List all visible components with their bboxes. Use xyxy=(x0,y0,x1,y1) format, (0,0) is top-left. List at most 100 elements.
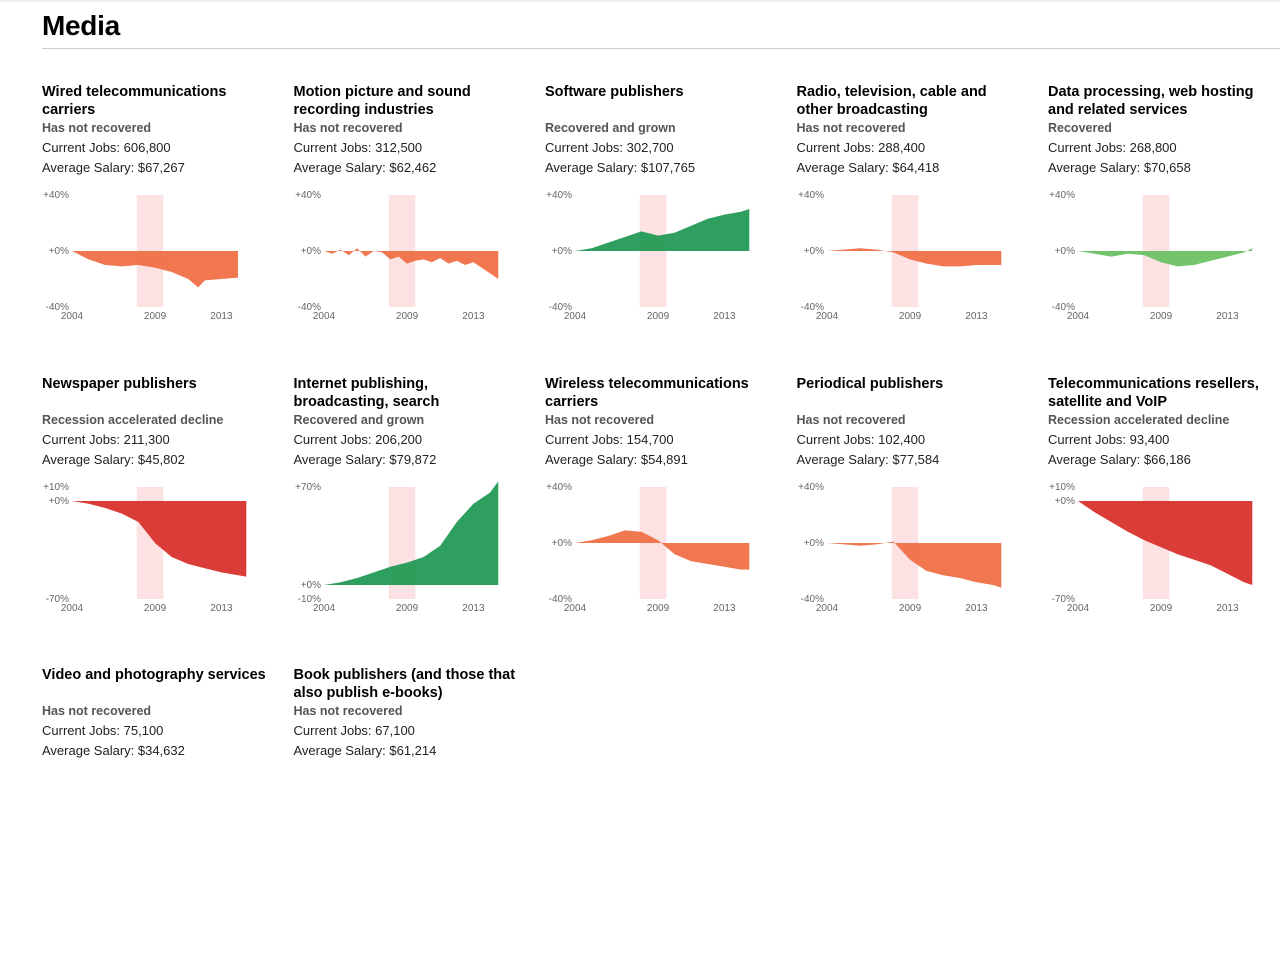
x-tick-label: 2013 xyxy=(713,311,736,322)
y-tick-label: +0% xyxy=(300,246,320,257)
industry-title: Internet publishing, broadcasting, searc… xyxy=(293,375,440,410)
employment-change-chart: +40% +0% -40%2004 2009 2013 xyxy=(1049,190,1253,322)
series-area xyxy=(323,480,498,585)
average-salary: Average Salary: $70,658 xyxy=(1048,160,1191,175)
current-jobs: Current Jobs: 93,400 xyxy=(1048,431,1170,447)
recovery-status: Has not recovered xyxy=(42,704,152,718)
current-jobs: Current Jobs: 206,200 xyxy=(293,431,423,447)
y-tick-label: +40% xyxy=(295,190,321,201)
x-tick-label: 2009 xyxy=(647,603,670,614)
y-tick-label: -70% xyxy=(1052,594,1075,605)
employment-change-chart: +40% +0% -40%2004 2009 2013 xyxy=(295,190,498,322)
current-jobs: Current Jobs: 211,300 xyxy=(42,431,170,447)
current-jobs: Current Jobs: 288,400 xyxy=(796,140,926,155)
top-edge-shadow xyxy=(0,0,1280,3)
title-divider xyxy=(42,48,1280,49)
industry-title: Data processing, web hosting and related… xyxy=(1048,84,1254,118)
y-tick-label: +70% xyxy=(295,482,321,493)
employment-change-chart: +70% +0% -10%2004 2009 2013 xyxy=(295,480,498,614)
x-tick-label: 2013 xyxy=(462,603,485,614)
average-salary: Average Salary: $66,186 xyxy=(1048,451,1191,467)
y-tick-label: +40% xyxy=(43,190,69,201)
industry-card: Newspaper publishers Recession accelerate… xyxy=(42,375,267,665)
y-tick-label: +0% xyxy=(1055,496,1075,507)
y-tick-label: +40% xyxy=(546,190,572,201)
recovery-status: Recovered and grown xyxy=(545,121,676,135)
average-salary: Average Salary: $34,632 xyxy=(42,743,185,758)
employment-change-chart: +10% +0% -70%2004 2009 2013 xyxy=(1049,482,1253,614)
employment-change-chart: +40% +0% -40%2004 2009 2013 xyxy=(546,482,750,614)
x-tick-label: 2013 xyxy=(1216,603,1239,614)
x-tick-label: 2009 xyxy=(898,603,921,614)
series-area xyxy=(826,248,1001,267)
average-salary: Average Salary: $62,462 xyxy=(293,160,437,175)
y-tick-label: -40% xyxy=(800,594,823,605)
y-tick-label: -40% xyxy=(549,594,572,605)
series-area xyxy=(323,248,498,279)
x-tick-label: 2009 xyxy=(1150,311,1173,322)
current-jobs: Current Jobs: 102,400 xyxy=(796,431,926,447)
industry-card: Telecommunications resellers, satellite … xyxy=(1048,375,1273,665)
average-salary: Average Salary: $77,584 xyxy=(796,451,940,467)
x-tick-label: 2009 xyxy=(144,311,167,322)
y-tick-label: +0% xyxy=(552,538,572,549)
y-tick-label: +0% xyxy=(552,246,572,257)
industry-card: Periodical publishers Has not recovered Cu… xyxy=(797,375,1022,665)
industry-card: Wireless telecommunications carriers Has … xyxy=(545,375,770,665)
current-jobs: Current Jobs: 67,100 xyxy=(293,723,415,738)
employment-change-chart: +10% +0% -70%2004 2009 2013 xyxy=(43,482,247,614)
x-tick-label: 2004 xyxy=(61,311,84,322)
industry-title: Newspaper publishers xyxy=(42,375,197,392)
y-tick-label: +0% xyxy=(1055,246,1075,257)
employment-change-chart: +40% +0% -40%2004 2009 2013 xyxy=(798,190,1001,322)
series-area xyxy=(826,541,1001,588)
y-tick-label: -40% xyxy=(549,302,572,313)
y-tick-label: +10% xyxy=(1049,482,1075,493)
average-salary: Average Salary: $67,267 xyxy=(42,160,185,175)
page-title: Media xyxy=(42,10,120,41)
recovery-status: Has not recovered xyxy=(293,704,403,718)
current-jobs: Current Jobs: 75,100 xyxy=(42,723,164,738)
y-tick-label: -40% xyxy=(46,302,69,313)
y-tick-label: -40% xyxy=(297,302,320,313)
x-tick-label: 2004 xyxy=(815,311,838,322)
average-salary: Average Salary: $45,802 xyxy=(42,451,185,467)
industry-title: Periodical publishers xyxy=(796,375,944,392)
x-tick-label: 2009 xyxy=(1150,603,1173,614)
x-tick-label: 2004 xyxy=(1067,311,1090,322)
current-jobs: Current Jobs: 268,800 xyxy=(1048,140,1177,155)
x-tick-label: 2009 xyxy=(144,603,167,614)
x-tick-label: 2004 xyxy=(312,603,335,614)
recovery-status: Recovered xyxy=(1048,121,1112,135)
x-tick-label: 2013 xyxy=(210,603,233,614)
industry-title: Book publishers (and those that also pub… xyxy=(293,667,516,701)
recovery-status: Has not recovered xyxy=(42,121,152,135)
x-tick-label: 2013 xyxy=(965,311,988,322)
x-tick-label: 2004 xyxy=(564,603,587,614)
x-tick-label: 2013 xyxy=(1216,311,1239,322)
employment-change-chart: +40% +0% -40%2004 2009 2013 xyxy=(798,482,1001,614)
industry-title: Radio, television, cable and other broad… xyxy=(796,84,987,118)
average-salary: Average Salary: $107,765 xyxy=(545,160,696,175)
current-jobs: Current Jobs: 302,700 xyxy=(545,140,674,155)
y-tick-label: -70% xyxy=(46,594,69,605)
recovery-status: Recession accelerated decline xyxy=(1048,412,1230,427)
series-area xyxy=(575,529,750,570)
series-area xyxy=(72,251,238,288)
x-tick-label: 2009 xyxy=(395,603,418,614)
x-tick-label: 2009 xyxy=(898,311,921,322)
y-tick-label: +10% xyxy=(43,482,69,493)
average-salary: Average Salary: $64,418 xyxy=(796,160,940,175)
recovery-status: Has not recovered xyxy=(796,121,906,135)
x-tick-label: 2004 xyxy=(564,311,587,322)
series-area xyxy=(575,209,750,251)
industry-card: Internet publishing, broadcasting, searc… xyxy=(294,375,519,665)
industry-card: Book publishers (and those that also pub… xyxy=(294,666,519,956)
y-tick-label: +40% xyxy=(798,190,824,201)
x-tick-label: 2004 xyxy=(61,603,84,614)
industry-card: Motion picture and sound recording indus… xyxy=(294,83,519,373)
y-tick-label: +0% xyxy=(49,246,69,257)
y-tick-label: -40% xyxy=(800,302,823,313)
y-tick-label: +40% xyxy=(798,482,824,493)
recovery-status: Has not recovered xyxy=(293,121,403,135)
